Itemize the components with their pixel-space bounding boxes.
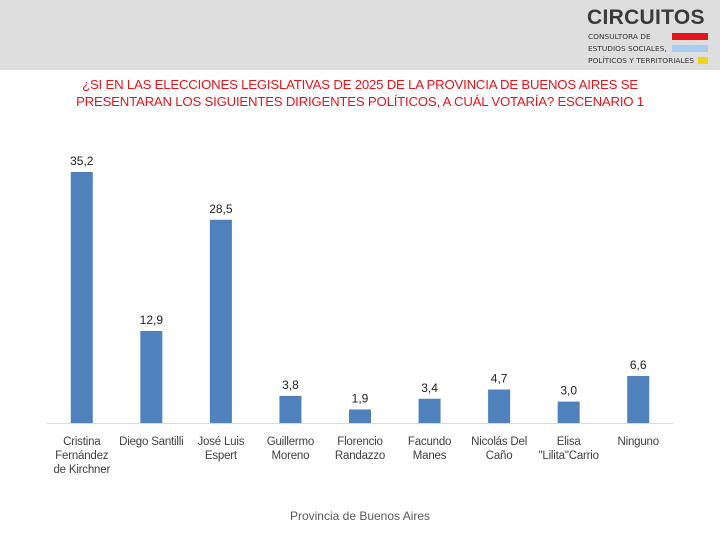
bar-1	[140, 331, 163, 423]
category-label-6-1: Caño	[486, 450, 513, 462]
bar-4	[349, 409, 371, 423]
header-band	[0, 0, 720, 70]
category-label-1-0: Diego Santilli	[119, 436, 183, 448]
category-label-0-0: Cristina	[63, 436, 101, 448]
bar-7	[557, 401, 580, 423]
bar-6	[488, 389, 511, 423]
logo-line-3: POLÍTICOS Y TERRITORIALES	[588, 56, 694, 65]
category-label-7-1: "Lilita"Carrio	[539, 450, 599, 462]
bar-5	[418, 398, 441, 423]
logo-line-1: CONSULTORA DE	[588, 32, 651, 41]
category-label-2-1: Espert	[205, 450, 238, 462]
data-label-7: 3,0	[560, 384, 577, 398]
bar-3	[279, 395, 302, 423]
data-label-3: 3,8	[282, 378, 299, 392]
category-label-3-1: Moreno	[272, 450, 310, 462]
bar-2	[209, 219, 232, 423]
data-label-5: 3,4	[421, 381, 438, 395]
category-label-6-0: Nicolás Del	[471, 436, 527, 448]
category-label-8-0: Ninguno	[617, 436, 658, 448]
category-label-4-0: Florencio	[337, 436, 383, 448]
category-label-0-1: Fernández	[55, 450, 109, 462]
category-label-0-2: de Kirchner	[53, 464, 110, 476]
bar-0	[70, 172, 93, 423]
category-label-5-1: Manes	[413, 450, 447, 462]
category-label-7-0: Elisa	[557, 436, 582, 448]
logo-title: CIRCUITOS	[587, 6, 705, 29]
x-axis-caption: Provincia de Buenos Aires	[289, 509, 431, 523]
logo-stripe-yellow	[698, 57, 708, 64]
data-label-8: 6,6	[630, 358, 647, 372]
data-label-1: 12,9	[140, 313, 164, 327]
logo-stripe-red	[672, 33, 708, 40]
category-label-4-1: Randazzo	[335, 450, 385, 462]
chart-title: ¿SI EN LAS ELECCIONES LEGISLATIVAS DE 20…	[20, 76, 700, 110]
chart-title-line-2: PRESENTARAN LOS SIGUIENTES DIRIGENTES PO…	[76, 94, 644, 109]
logo-stripe-blue	[672, 45, 708, 52]
logo-line-2: ESTUDIOS SOCIALES,	[588, 44, 667, 53]
category-label-3-0: Guillermo	[267, 436, 314, 448]
circuitos-logo: CIRCUITOS CONSULTORA DE ESTUDIOS SOCIALE…	[587, 6, 712, 65]
data-label-4: 1,9	[352, 391, 369, 405]
data-label-0: 35,2	[70, 154, 94, 168]
data-label-2: 28,5	[209, 202, 233, 216]
data-label-6: 4,7	[491, 371, 508, 385]
bar-8	[627, 375, 650, 423]
category-label-5-0: Facundo	[408, 436, 451, 448]
chart-title-line-1: ¿SI EN LAS ELECCIONES LEGISLATIVAS DE 20…	[82, 77, 638, 92]
category-label-2-0: José Luis	[197, 436, 244, 448]
